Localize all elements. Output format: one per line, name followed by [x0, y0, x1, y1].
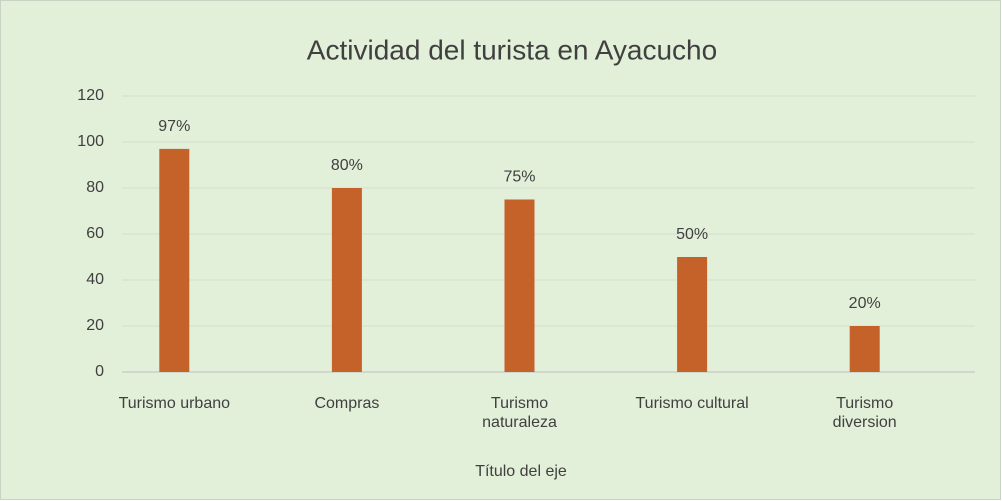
x-tick-label-box: Turismo diversion	[832, 395, 897, 431]
data-label: 50%	[676, 226, 708, 243]
x-tick-label-box: Turismo urbano	[118, 395, 231, 412]
x-tick-label: Compras	[314, 395, 380, 412]
x-tick-label: Turismo urbano	[118, 395, 231, 412]
y-tick-label: 20	[86, 317, 104, 334]
data-label: 97%	[158, 118, 190, 135]
y-tick-label: 120	[77, 87, 104, 104]
bar	[849, 326, 880, 372]
bar	[331, 188, 362, 372]
x-tick-label: Turismo cultural	[635, 395, 749, 412]
y-tick-label: 0	[95, 363, 104, 380]
x-tick-label: Turismo diversion	[832, 395, 897, 431]
bar	[504, 199, 535, 372]
chart-title: Actividad del turista en Ayacucho	[307, 34, 717, 65]
x-tick-label-box: Turismo naturaleza	[482, 395, 557, 431]
x-axis-title: Título del eje	[475, 463, 567, 480]
data-label: 20%	[849, 295, 881, 312]
data-label: 80%	[331, 157, 363, 174]
data-label: 75%	[503, 169, 535, 186]
x-tick-label: Turismo naturaleza	[482, 395, 557, 431]
x-tick-label-box: Turismo cultural	[635, 395, 749, 412]
bar	[159, 148, 190, 372]
y-tick-label: 40	[86, 271, 104, 288]
bar	[677, 257, 708, 372]
y-tick-label: 100	[77, 133, 104, 150]
y-tick-label: 80	[86, 179, 104, 196]
y-tick-label: 60	[86, 225, 104, 242]
x-tick-label-box: Compras	[314, 395, 380, 412]
